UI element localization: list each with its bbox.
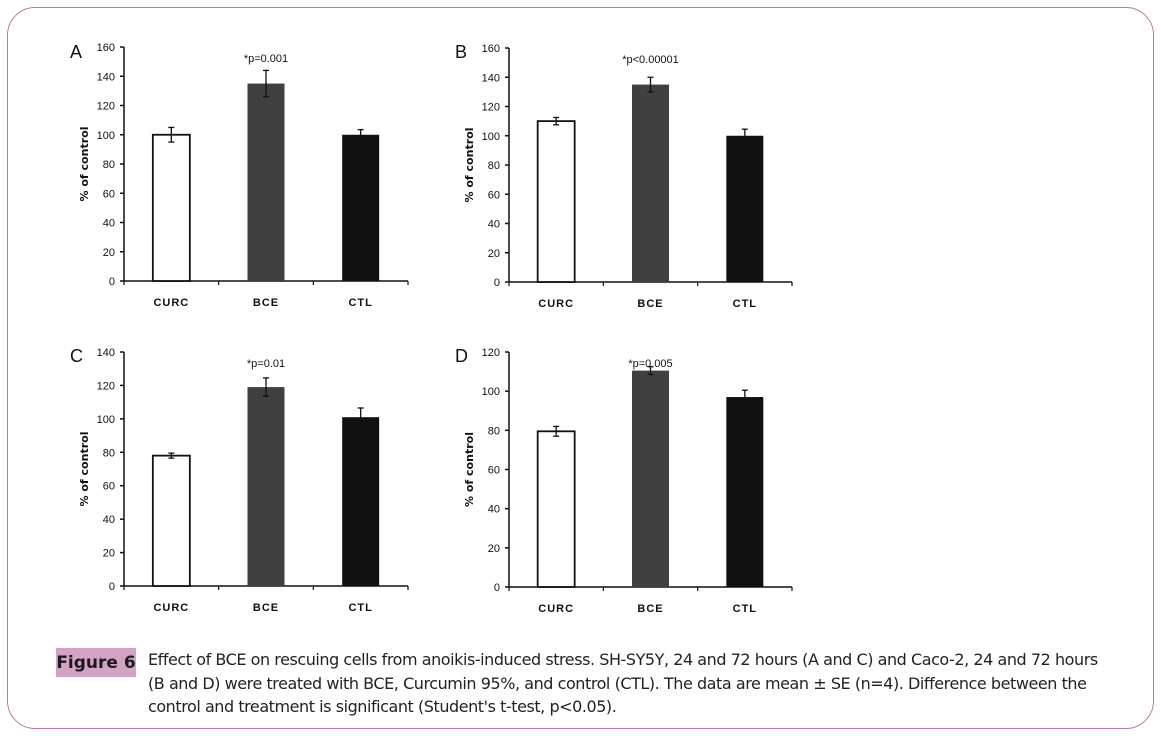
y-tick-label: 80 [488, 425, 500, 437]
panel-letter: B [455, 42, 467, 62]
y-tick-label: 120 [97, 101, 115, 113]
bar-bce [632, 84, 669, 282]
y-tick-label: 80 [103, 447, 115, 459]
y-tick-label: 0 [494, 277, 500, 289]
y-tick-label: 140 [482, 72, 500, 84]
panel-letter: C [70, 346, 83, 366]
bar-bce [632, 370, 669, 587]
y-tick-label: 0 [109, 581, 115, 593]
x-tick-label: CTL [348, 297, 372, 309]
y-tick-label: 60 [488, 189, 500, 201]
y-tick-label: 40 [488, 219, 500, 231]
y-tick-label: 120 [97, 380, 115, 392]
chart-panel-c: C % of control 0 20 40 60 80 100 120 140 CURC BCE *p… [70, 346, 409, 614]
y-tick-label: 80 [488, 160, 500, 172]
bar-ctl [726, 135, 764, 282]
y-tick-label: 20 [488, 543, 500, 555]
y-tick-label: 20 [103, 247, 115, 259]
y-tick-label: 160 [97, 42, 115, 54]
x-tick-label: CURC [538, 298, 574, 310]
bar-curc [151, 133, 191, 282]
x-tick-label: CURC [153, 297, 189, 309]
panel-letter: D [455, 346, 468, 366]
y-tick-label: 40 [103, 218, 115, 230]
y-axis-title: % of control [463, 432, 476, 507]
significance-annotation: *p=0.01 [247, 358, 285, 370]
bar-bce [247, 387, 285, 586]
y-tick-label: 100 [97, 414, 115, 426]
bar-ctl [342, 417, 380, 586]
significance-annotation: *p=0.001 [244, 53, 288, 65]
x-tick-label: BCE [253, 297, 279, 309]
y-tick-label: 120 [482, 347, 500, 359]
bar-curc [151, 454, 191, 587]
y-tick-label: 120 [482, 102, 500, 114]
x-tick-label: BCE [637, 603, 663, 615]
y-tick-label: 40 [103, 514, 115, 526]
y-axis-title: % of control [78, 127, 91, 202]
y-tick-label: 100 [482, 386, 500, 398]
bar-bce [247, 83, 285, 281]
bar-ctl [342, 134, 380, 281]
y-axis-title: % of control [78, 432, 91, 507]
figure-caption: Effect of BCE on rescuing cells from ano… [148, 650, 1098, 716]
x-tick-label: CTL [733, 603, 757, 615]
y-tick-label: 60 [488, 465, 500, 477]
y-tick-label: 140 [97, 71, 115, 83]
y-tick-label: 80 [103, 159, 115, 171]
significance-annotation: *p<0.00001 [622, 54, 679, 66]
y-tick-label: 100 [482, 131, 500, 143]
x-tick-label: BCE [637, 298, 663, 310]
y-tick-label: 100 [97, 130, 115, 142]
y-tick-label: 160 [482, 43, 500, 55]
y-tick-label: 20 [103, 548, 115, 560]
y-tick-label: 60 [103, 188, 115, 200]
x-tick-label: CTL [733, 298, 757, 310]
x-tick-label: CTL [348, 602, 372, 614]
bar-curc [536, 430, 576, 588]
chart-panel-a: A % of control 0 20 40 60 80 100 120 140 160 CURC BC… [70, 42, 409, 309]
x-tick-label: BCE [253, 602, 279, 614]
panel-letter: A [70, 42, 82, 62]
figure-frame [7, 7, 1154, 729]
y-tick-label: 0 [494, 582, 500, 594]
bar-curc [536, 120, 576, 283]
figure-label: Figure 6 [56, 648, 136, 677]
x-tick-label: CURC [538, 603, 574, 615]
y-tick-label: 0 [109, 276, 115, 288]
y-tick-label: 20 [488, 248, 500, 260]
y-tick-label: 140 [97, 347, 115, 359]
chart-panel-d: D % of control 0 20 40 60 80 100 120 CURC BCE *p=0.… [455, 346, 793, 615]
bar-ctl [726, 397, 764, 587]
significance-annotation: *p=0.005 [628, 358, 672, 370]
y-tick-label: 40 [488, 504, 500, 516]
y-tick-label: 60 [103, 481, 115, 493]
y-axis-title: % of control [463, 128, 476, 203]
x-tick-label: CURC [153, 602, 189, 614]
chart-panel-b: B % of control 0 20 40 60 80 100 120 140 160 CURC BC… [455, 42, 793, 310]
